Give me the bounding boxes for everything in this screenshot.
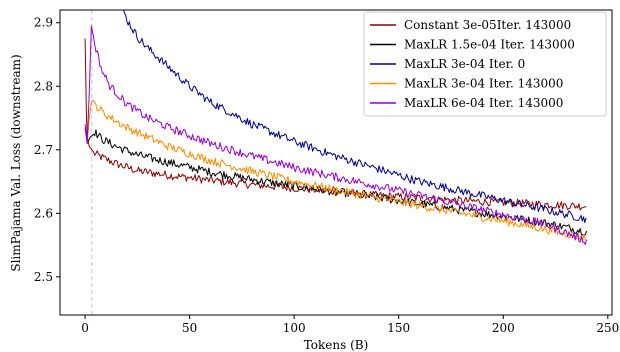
series-line-4 xyxy=(84,99,587,241)
x-tick-label: 100 xyxy=(283,321,306,335)
plot-frame xyxy=(59,9,613,316)
x-tick-label: 50 xyxy=(182,321,197,335)
legend-label: MaxLR 6e-04 Iter. 143000 xyxy=(404,96,563,110)
series-layer xyxy=(84,10,587,246)
y-axis-ticks: 2.5 2.6 2.7 2.8 2.9 xyxy=(34,16,60,284)
legend-box xyxy=(363,11,607,117)
x-axis-label: Tokens (B) xyxy=(304,338,369,352)
legend-label: MaxLR 3e-04 Iter. 143000 xyxy=(404,77,563,91)
legend-label: MaxLR 3e-04 Iter. 0 xyxy=(404,57,525,71)
series-line-3 xyxy=(123,10,587,224)
y-axis-label: SlimPajama Val. Loss (downstream) xyxy=(9,54,23,271)
x-axis-ticks: 0 50 100 150 200 250 xyxy=(81,315,619,335)
legend: Constant 3e-05Iter. 143000 MaxLR 1.5e-04 … xyxy=(363,11,607,117)
y-tick-label: 2.9 xyxy=(34,16,53,30)
y-tick-label: 2.6 xyxy=(34,206,53,220)
x-tick-label: 200 xyxy=(492,321,515,335)
x-tick-label: 0 xyxy=(81,321,89,335)
y-tick-label: 2.5 xyxy=(34,270,53,284)
series-line-5 xyxy=(84,25,587,246)
x-tick-label: 250 xyxy=(596,321,619,335)
legend-label: Constant 3e-05Iter. 143000 xyxy=(404,18,571,32)
series-line-2 xyxy=(84,127,587,236)
y-tick-label: 2.7 xyxy=(34,143,53,157)
x-tick-label: 150 xyxy=(387,321,410,335)
y-tick-label: 2.8 xyxy=(34,79,53,93)
legend-label: MaxLR 1.5e-04 Iter. 143000 xyxy=(404,38,575,52)
